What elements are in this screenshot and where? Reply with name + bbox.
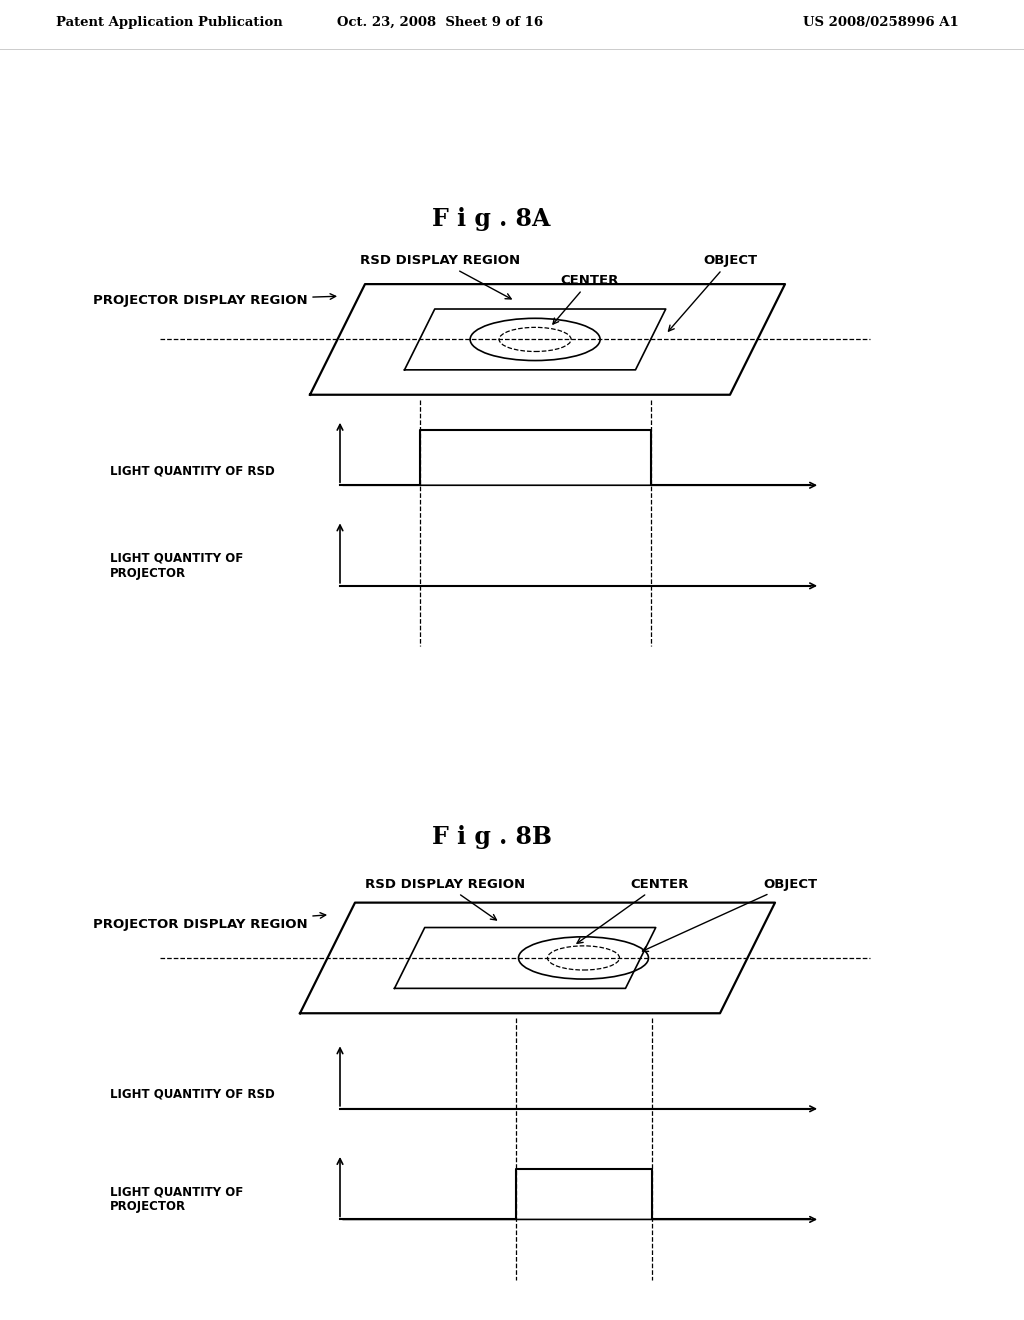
Text: CENTER: CENTER bbox=[577, 878, 689, 944]
Text: CENTER: CENTER bbox=[553, 275, 620, 325]
Text: LIGHT QUANTITY OF
PROJECTOR: LIGHT QUANTITY OF PROJECTOR bbox=[110, 552, 244, 579]
Text: Patent Application Publication: Patent Application Publication bbox=[56, 16, 283, 29]
Text: LIGHT QUANTITY OF RSD: LIGHT QUANTITY OF RSD bbox=[110, 465, 274, 478]
Text: US 2008/0258996 A1: US 2008/0258996 A1 bbox=[803, 16, 958, 29]
Text: OBJECT: OBJECT bbox=[642, 878, 817, 952]
Text: PROJECTOR DISPLAY REGION: PROJECTOR DISPLAY REGION bbox=[93, 912, 326, 931]
Text: RSD DISPLAY REGION: RSD DISPLAY REGION bbox=[360, 253, 520, 298]
Text: OBJECT: OBJECT bbox=[669, 253, 757, 331]
Text: PROJECTOR DISPLAY REGION: PROJECTOR DISPLAY REGION bbox=[93, 294, 336, 308]
Text: LIGHT QUANTITY OF RSD: LIGHT QUANTITY OF RSD bbox=[110, 1088, 274, 1101]
Text: F i g . 8B: F i g . 8B bbox=[431, 825, 552, 849]
Text: Oct. 23, 2008  Sheet 9 of 16: Oct. 23, 2008 Sheet 9 of 16 bbox=[337, 16, 544, 29]
Text: F i g . 8A: F i g . 8A bbox=[432, 207, 551, 231]
Text: LIGHT QUANTITY OF
PROJECTOR: LIGHT QUANTITY OF PROJECTOR bbox=[110, 1185, 244, 1213]
Text: RSD DISPLAY REGION: RSD DISPLAY REGION bbox=[365, 878, 525, 920]
